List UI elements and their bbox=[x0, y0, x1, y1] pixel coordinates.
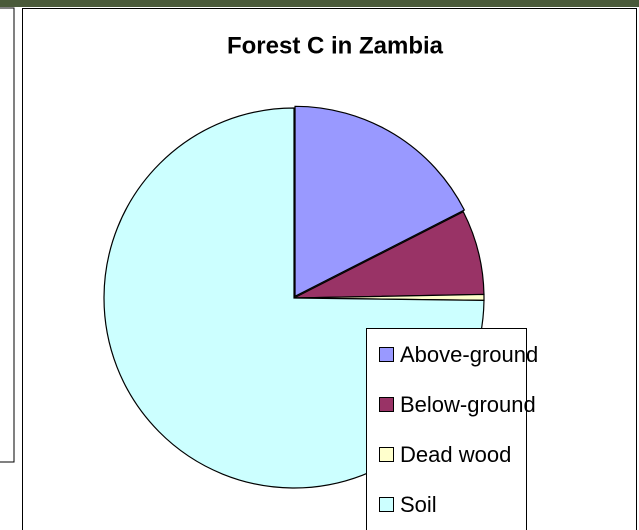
legend-label: Below-ground bbox=[400, 392, 536, 417]
left-panel bbox=[0, 7, 15, 463]
legend-label: Soil bbox=[400, 492, 437, 517]
legend-items: Above-ground Below-ground Dead wood Soil bbox=[379, 342, 538, 517]
legend-label: Dead wood bbox=[400, 442, 511, 467]
legend bbox=[366, 328, 527, 530]
legend-swatch bbox=[379, 447, 394, 462]
chart-title: Forest C in Zambia bbox=[227, 32, 444, 59]
top-image-strip bbox=[0, 0, 639, 7]
legend-label: Above-ground bbox=[400, 342, 538, 367]
legend-swatch bbox=[379, 497, 394, 512]
legend-swatch bbox=[379, 347, 394, 362]
pie-slice bbox=[294, 105, 466, 298]
legend-swatch bbox=[379, 397, 394, 412]
